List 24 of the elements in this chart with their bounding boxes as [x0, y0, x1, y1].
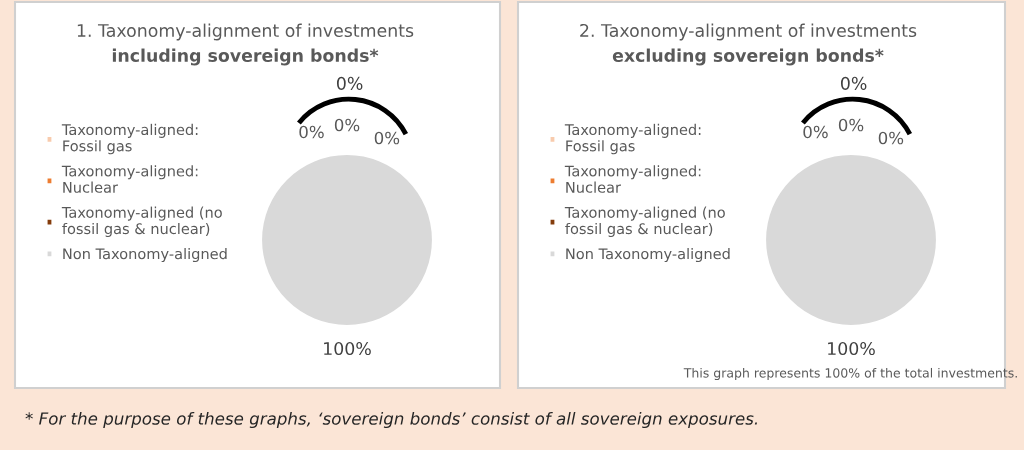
text: 0% [878, 131, 904, 145]
chart-subtitle: including sovereign bonds* [112, 48, 379, 66]
text: 0% [299, 125, 324, 139]
legend-label: Taxonomy-aligned: Nuclear [564, 165, 701, 193]
legend-label: Taxonomy-aligned (no fossil gas & nuclear) [61, 206, 222, 238]
text: 0% [840, 76, 867, 90]
legend-label: Non Taxonomy-aligned [566, 247, 730, 263]
text: * For the purpose of these graphs, ‘sovereign bonds’ consist of all sovereign exposures. [25, 411, 757, 429]
legend-label: Non Taxonomy-aligned [63, 247, 227, 263]
text: 0% [334, 118, 360, 132]
legend-label: Taxonomy-aligned (no fossil gas & nuclear) [564, 206, 725, 238]
chart-title: 1. Taxonomy-alignment of investments [77, 23, 414, 41]
text: 0% [838, 118, 864, 132]
chart-title: 2. Taxonomy-alignment of investments [580, 23, 917, 41]
data-label: 100% [324, 341, 371, 356]
chart-subtitle: excluding sovereign bonds* [612, 48, 884, 66]
text: 0% [374, 131, 400, 145]
text: This graph represents 100% of the total investments. [683, 367, 1017, 381]
legend-label: Taxonomy-aligned: Fossil gas [61, 123, 198, 155]
text: 0% [803, 125, 828, 139]
text: 0% [336, 76, 363, 90]
data-label: 100% [828, 341, 875, 356]
legend-label: Taxonomy-aligned: Nuclear [61, 165, 198, 193]
legend-label: Taxonomy-aligned: Fossil gas [564, 123, 701, 155]
